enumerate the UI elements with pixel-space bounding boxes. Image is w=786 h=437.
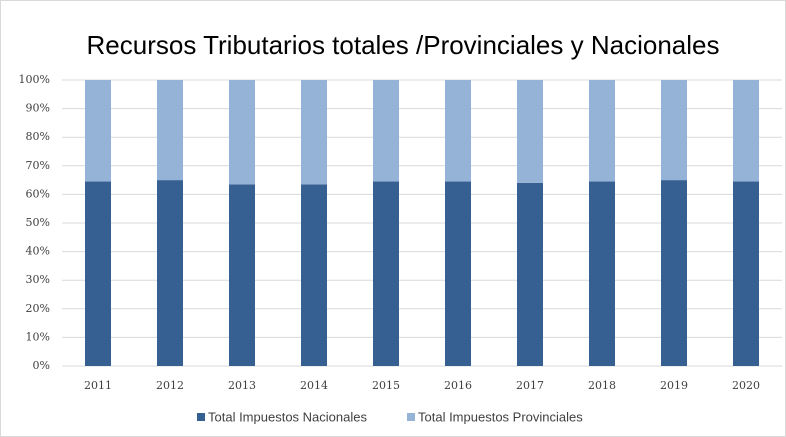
x-tick-label: 2020 — [732, 379, 760, 392]
bar-segment — [373, 80, 399, 182]
x-tick-label: 2012 — [156, 379, 184, 392]
bar-segment — [517, 80, 543, 183]
bar-segment — [85, 80, 111, 182]
bar-segment — [661, 80, 687, 181]
bar-segment — [85, 181, 111, 366]
bar-segment — [229, 80, 255, 185]
legend-label: Total Impuestos Provinciales — [418, 409, 583, 424]
bar-segment — [157, 180, 183, 366]
x-tick-label: 2017 — [516, 379, 544, 392]
bar-segment — [589, 80, 615, 182]
bar-segment — [661, 180, 687, 366]
y-tick-label: 70% — [26, 159, 50, 172]
legend-label: Total Impuestos Nacionales — [208, 409, 367, 424]
y-tick-label: 50% — [26, 216, 50, 229]
y-tick-label: 60% — [26, 187, 50, 200]
x-tick-label: 2013 — [228, 379, 256, 392]
y-tick-label: 80% — [26, 130, 50, 143]
x-tick-label: 2014 — [300, 379, 328, 392]
bar-segment — [445, 80, 471, 182]
x-tick-label: 2011 — [84, 379, 112, 392]
y-tick-label: 40% — [26, 245, 50, 258]
bar-segment — [301, 184, 327, 366]
x-tick-label: 2019 — [660, 379, 688, 392]
bar-segment — [589, 181, 615, 366]
bar-segment — [517, 182, 543, 366]
bar-segment — [301, 80, 327, 185]
legend-swatch — [407, 413, 415, 421]
bar-segment — [733, 181, 759, 366]
chart-title: Recursos Tributarios totales /Provincial… — [87, 30, 720, 60]
x-tick-label: 2016 — [444, 379, 472, 392]
y-tick-label: 100% — [19, 73, 50, 86]
x-tick-label: 2015 — [372, 379, 400, 392]
y-tick-label: 10% — [26, 330, 50, 343]
y-tick-label: 20% — [26, 302, 50, 315]
bar-segment — [229, 184, 255, 366]
y-tick-label: 0% — [33, 359, 50, 372]
y-tick-label: 90% — [26, 102, 50, 115]
bar-segment — [445, 181, 471, 366]
bar-segment — [733, 80, 759, 182]
bar-segment — [373, 181, 399, 366]
y-tick-label: 30% — [26, 273, 50, 286]
bar-segment — [157, 80, 183, 181]
x-tick-label: 2018 — [588, 379, 616, 392]
legend-swatch — [197, 413, 205, 421]
